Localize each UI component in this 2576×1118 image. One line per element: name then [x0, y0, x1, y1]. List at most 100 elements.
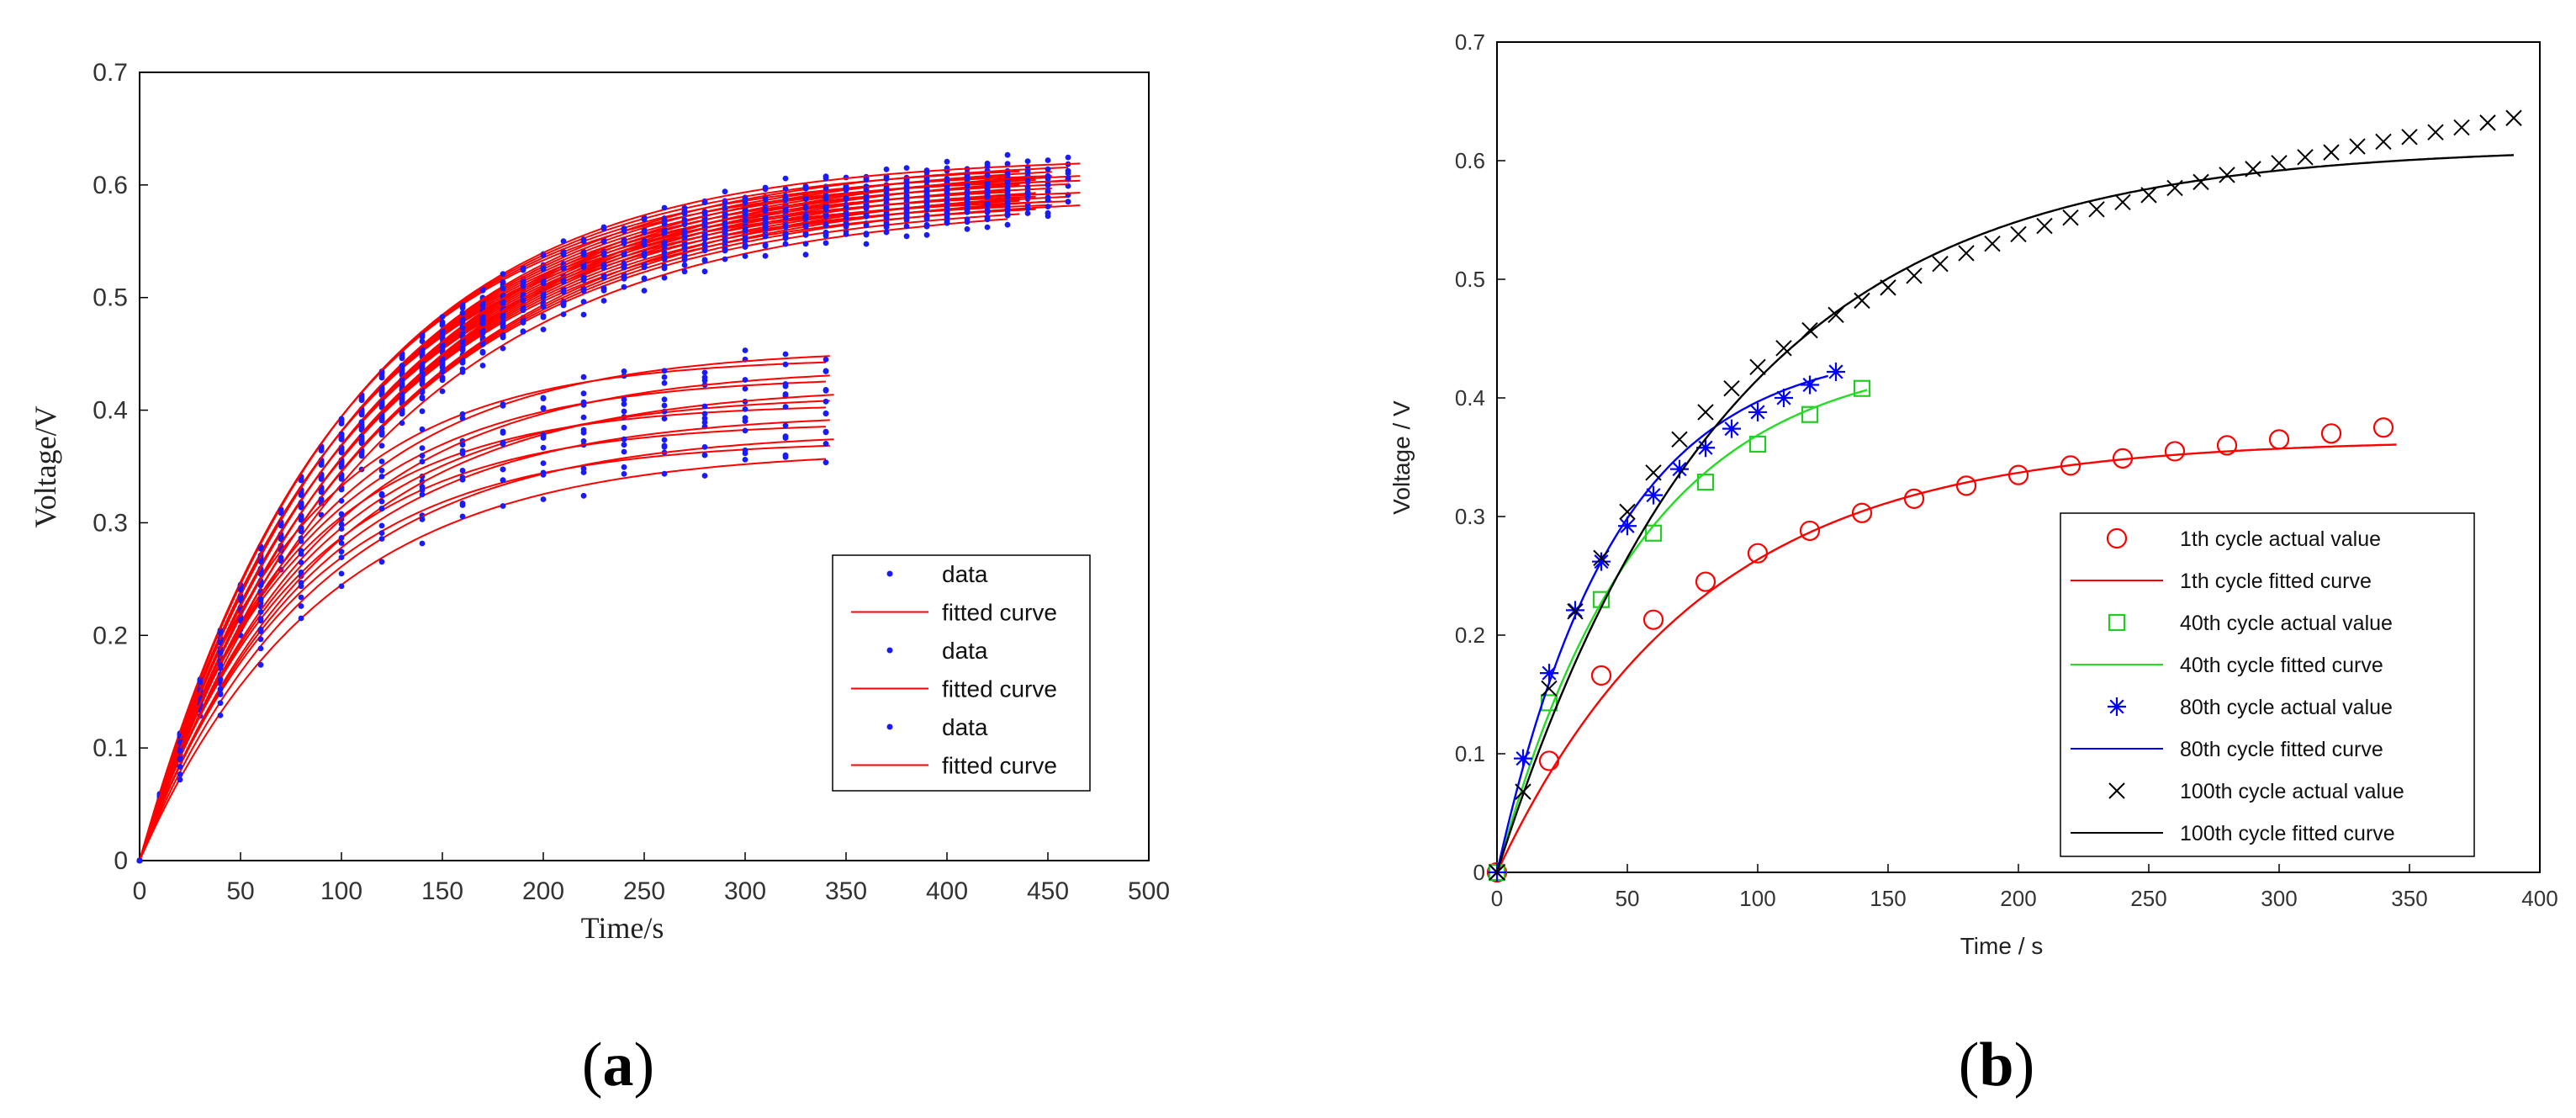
panel-a-data-point	[701, 211, 708, 217]
panel-a-data-point	[217, 700, 224, 707]
panel-a-data-point	[984, 209, 991, 215]
panel-a-data-point	[399, 378, 405, 384]
panel-a-legend-box	[832, 554, 1091, 792]
panel-a-data-point	[944, 199, 950, 206]
panel-a-ytick-label: 0.2	[93, 622, 128, 649]
panel-a-data-point	[257, 661, 264, 668]
panel-a-data-point	[520, 267, 526, 273]
panel-a-data-point	[863, 212, 870, 219]
panel-a-data-point	[378, 474, 385, 480]
panel-b-legend-label: 1th cycle fitted curve	[2180, 570, 2372, 593]
panel-a-data-point	[338, 535, 345, 541]
panel-a-data-point	[459, 476, 466, 483]
panel-a-data-point	[217, 662, 224, 669]
panel-a-data-point	[540, 294, 547, 300]
panel-a-data-point	[782, 241, 789, 247]
panel-a-data-point	[641, 276, 648, 283]
panel-a-xtick-label: 50	[226, 877, 254, 905]
panel-b-data-point	[1642, 609, 1664, 630]
panel-b-data-point	[2216, 435, 2238, 456]
panel-a-data-point	[661, 396, 668, 403]
panel-a-data-point	[964, 183, 971, 189]
panel-a-data-point	[298, 580, 304, 585]
panel-b-data-point	[1984, 235, 2001, 252]
panel-b-data-point	[1958, 245, 1975, 262]
panel-a-fitted-curve	[139, 361, 827, 861]
panel-a-data-point	[883, 229, 890, 236]
panel-a-data-point	[782, 391, 789, 397]
panel-a-data-point	[540, 496, 547, 502]
panel-a-data-point	[237, 617, 244, 623]
panel-a-data-point	[560, 302, 567, 309]
panel-a-data-point	[823, 398, 829, 405]
panel-a-data-point	[823, 240, 829, 246]
panel-b-caption: (b)	[1959, 1031, 2034, 1099]
panel-a-data-point	[500, 466, 506, 473]
panel-a-data-point	[560, 238, 567, 245]
panel-a-legend-swatch-dot	[886, 647, 893, 654]
panel-a-data-point	[520, 307, 526, 314]
panel-a-data-point	[681, 221, 688, 228]
panel-a-data-point	[782, 215, 789, 221]
panel-a-data-point	[742, 253, 748, 259]
panel-a-data-point	[580, 311, 587, 318]
panel-b-legend-swatch-marker	[2106, 527, 2128, 549]
panel-a-data-point	[762, 219, 769, 225]
panel-a-fitted-curve	[139, 426, 827, 861]
panel-a-group-2	[136, 347, 834, 864]
panel-a-data-point	[823, 213, 829, 220]
panel-a-data-point	[903, 223, 910, 230]
panel-a-data-point	[1004, 151, 1011, 158]
panel-a-data-point	[964, 219, 971, 225]
panel-a-data-point	[560, 278, 567, 285]
panel-a-data-point	[984, 172, 991, 178]
panel-b-data-point	[2193, 173, 2209, 191]
panel-a-data-point	[621, 442, 627, 448]
panel-b-ytick-label: 0	[1473, 860, 1485, 885]
panel-a-data-point	[722, 237, 728, 244]
panel-a-data-point	[742, 347, 748, 353]
panel-a-data-point	[701, 223, 708, 229]
panel-b-data-point	[1722, 419, 1741, 438]
panel-a-data-point	[782, 224, 789, 230]
panel-a-data-point	[1045, 204, 1051, 210]
panel-a-data-point	[742, 457, 748, 463]
panel-a-data-point	[540, 280, 547, 287]
panel-a-data-point	[1045, 175, 1051, 182]
panel-a-caption: (a)	[582, 1031, 654, 1099]
panel-a-data-point	[742, 243, 748, 250]
panel-a-data-point	[358, 450, 365, 456]
panel-a-data-point	[722, 188, 728, 195]
panel-a-data-point	[903, 206, 910, 213]
panel-a-data-point	[378, 432, 385, 438]
panel-a-data-point	[197, 679, 204, 686]
panel-a-data-point	[378, 467, 385, 474]
panel-a-data-point	[479, 350, 486, 356]
panel-a-data-point	[782, 235, 789, 241]
panel-a-data-point	[600, 225, 607, 232]
panel-a-fitted-curve	[139, 167, 1069, 861]
panel-a-data-point	[1045, 166, 1051, 172]
panel-b-legend-box	[2060, 512, 2475, 857]
panel-a-data-point	[1024, 158, 1031, 165]
panel-a-data-point	[984, 182, 991, 188]
panel-a-data-point	[399, 369, 405, 376]
panel-a-data-point	[338, 486, 345, 493]
panel-a-data-point	[944, 158, 950, 165]
panel-a-ytick-label: 0.3	[93, 509, 128, 537]
panel-a-data-point	[883, 223, 890, 229]
panel-b-data-point	[1775, 389, 1793, 407]
panel-a-data-point	[823, 206, 829, 213]
panel-a-data-point	[278, 507, 284, 514]
panel-a-data-point	[338, 554, 345, 560]
panel-a-data-point	[863, 177, 870, 183]
panel-a-data-point	[782, 404, 789, 410]
panel-a-data-point	[1065, 175, 1071, 182]
panel-a-data-point	[621, 464, 627, 470]
panel-a-data-point	[358, 395, 365, 401]
panel-a-data-point	[641, 216, 648, 223]
panel-a-data-point	[863, 222, 870, 229]
panel-a-data-point	[742, 385, 748, 392]
panel-b-series-6	[1495, 374, 1828, 873]
